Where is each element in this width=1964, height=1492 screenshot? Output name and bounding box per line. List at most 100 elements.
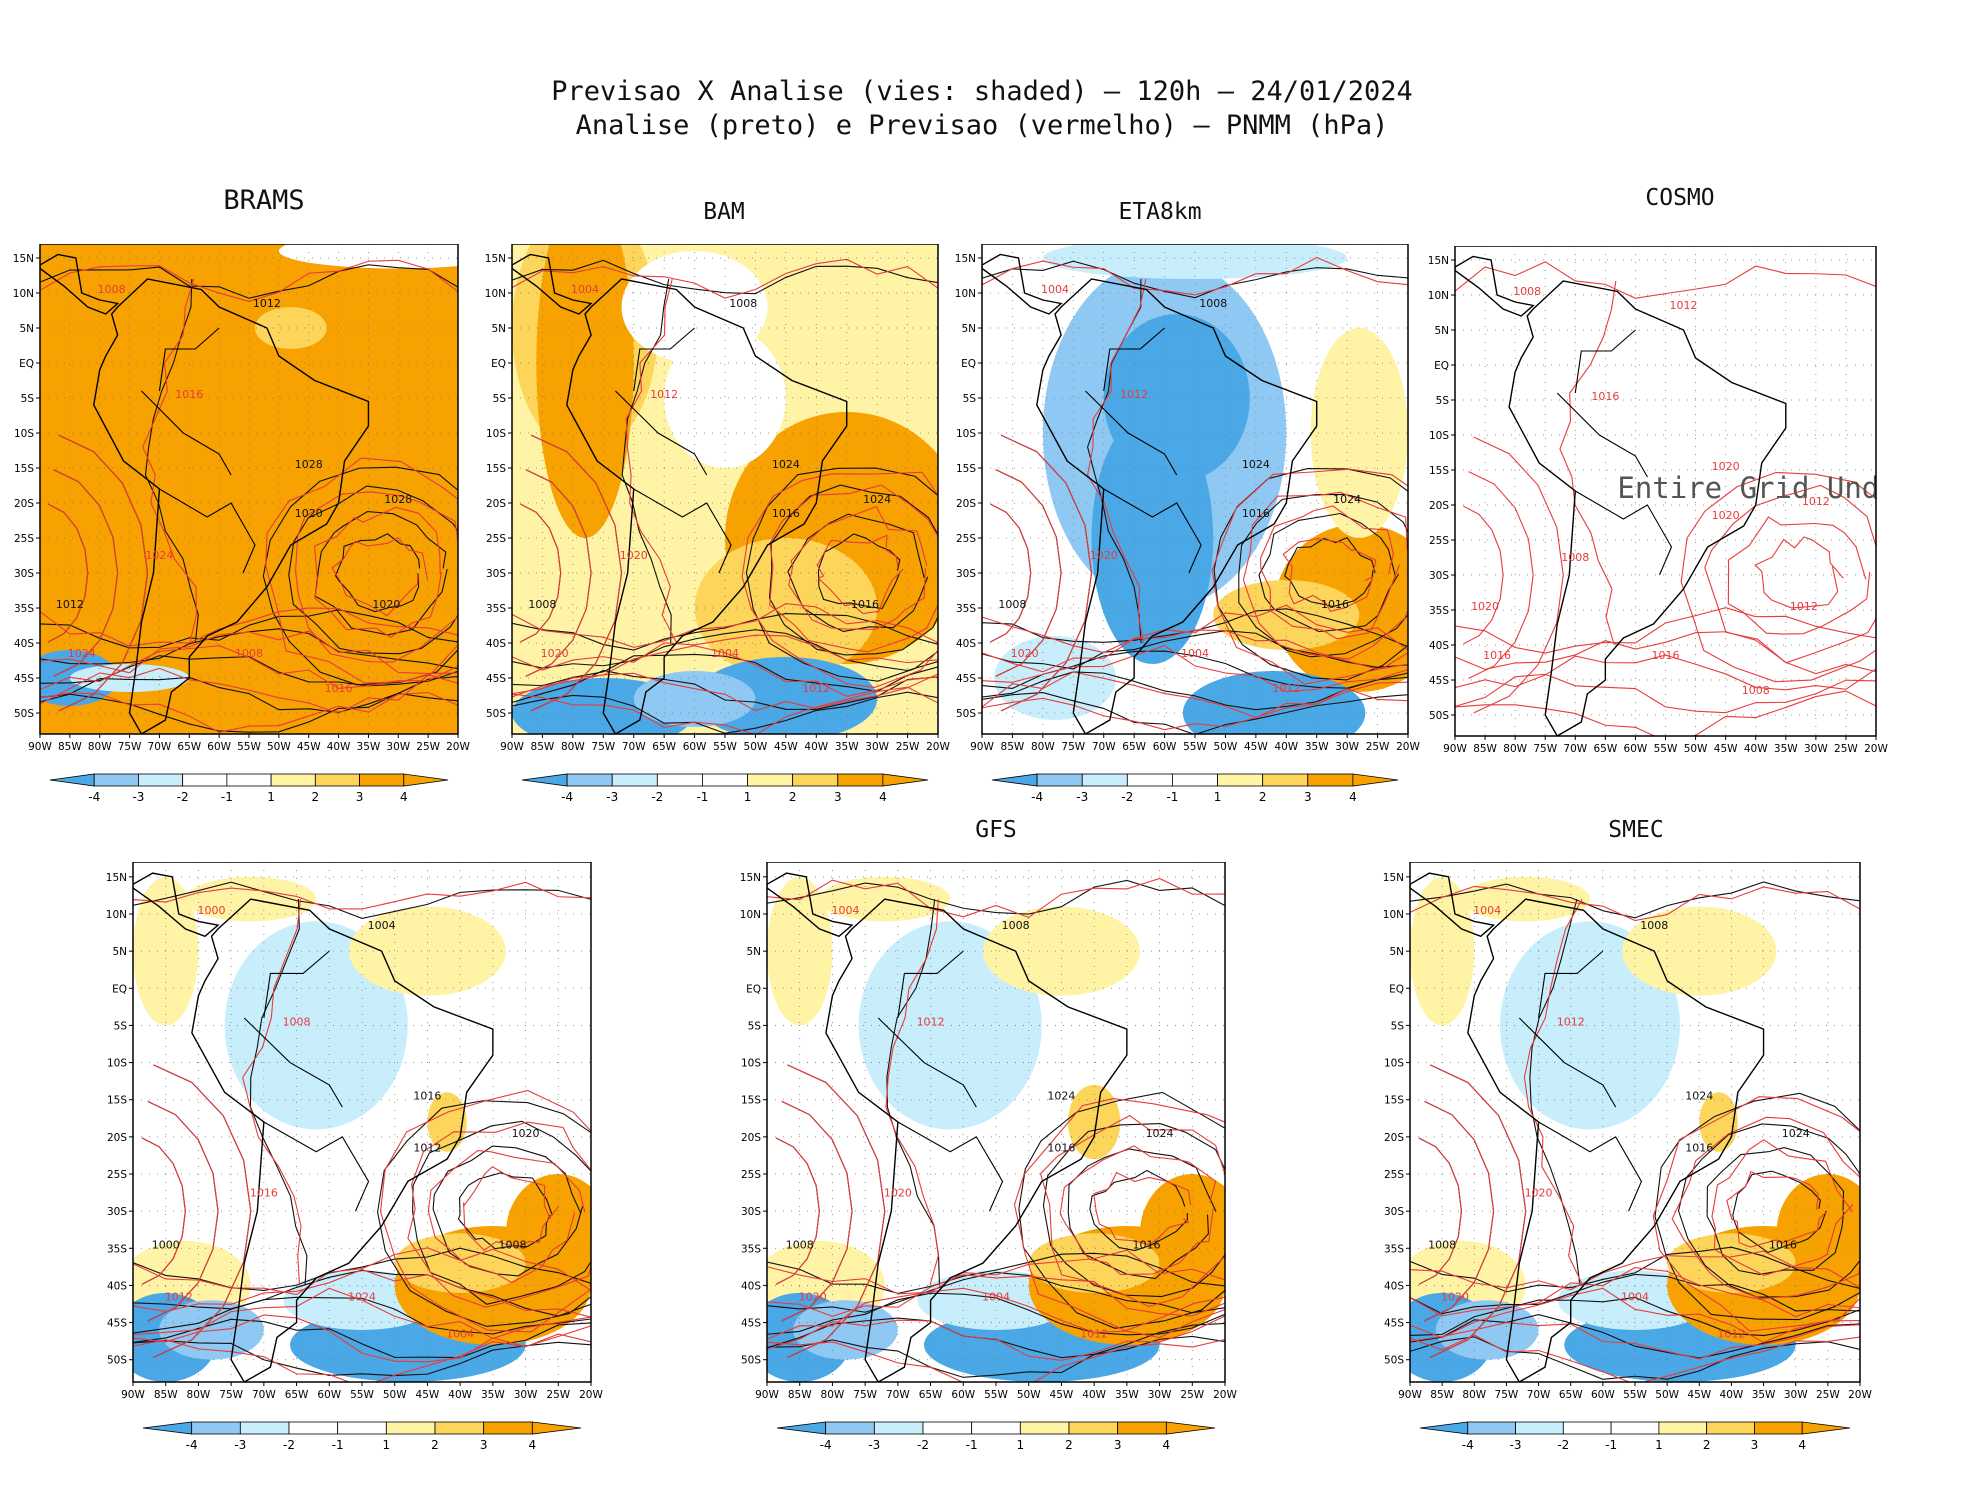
contour-label: 1024 [1047, 1090, 1075, 1103]
analysis-isobar [1529, 899, 1581, 1286]
x-tick-label: 35W [481, 1389, 505, 1401]
colorbar-swatch [521, 773, 568, 787]
y-tick-label: EQ [19, 358, 34, 370]
country-border [1103, 327, 1165, 392]
colorbar-swatch [882, 773, 929, 787]
y-tick-label: 5N [746, 946, 761, 958]
x-tick-label: 25W [896, 741, 920, 753]
country-border [1518, 1017, 1617, 1108]
x-tick-label: 85W [1430, 1389, 1454, 1401]
contour-label: 1020 [1011, 647, 1039, 660]
bias-region [664, 328, 786, 468]
y-tick-label: 25S [14, 533, 34, 545]
map-svg: 1004 1008 1012 1016 1020 1024 1004 1008 1012 1016… [955, 244, 1420, 804]
forecast-isobar [1704, 484, 1876, 664]
x-tick-label: 90W [1443, 743, 1467, 755]
colorbar-label: 2 [789, 790, 797, 804]
y-tick-label: 15N [13, 253, 34, 265]
x-tick-label: 75W [591, 741, 615, 753]
contour-label: 1012 [650, 388, 678, 401]
x-tick-label: 60W [207, 741, 231, 753]
contour-label: 1024 [772, 458, 800, 471]
country-border [1085, 390, 1178, 476]
analysis-isobar [767, 1335, 1225, 1378]
analysis-isobar [1258, 512, 1400, 633]
x-tick-label: 85W [154, 1389, 178, 1401]
analysis-isobar [133, 881, 591, 919]
x-tick-label: 65W [1559, 1389, 1583, 1401]
x-tick-label: 85W [1473, 743, 1497, 755]
contour-label: 1016 [772, 507, 800, 520]
colorbar-swatch [314, 773, 360, 787]
x-tick-label: 30W [1804, 743, 1828, 755]
contour-label: 1012 [165, 1290, 193, 1303]
colorbar-swatch [1165, 1421, 1216, 1435]
contour-label: 1016 [1242, 507, 1270, 520]
forecast-isobar [1455, 673, 1876, 714]
y-tick-label: 15S [956, 463, 976, 475]
colorbar-label: -1 [966, 1438, 978, 1452]
y-tick-label: 25S [486, 533, 506, 545]
forecast-isobar [1559, 280, 1617, 646]
forecast-isobar [1455, 654, 1876, 691]
y-tick-label: 50S [1429, 710, 1449, 722]
colorbar: -4 -3 -2 -1 1 2 3 4 [776, 1421, 1216, 1452]
x-tick-label: 35W [1752, 1389, 1776, 1401]
analysis-isobar [767, 879, 1225, 915]
forecast-isobar [331, 536, 429, 617]
analysis-isobar [512, 259, 938, 295]
colorbar-label: -1 [1166, 790, 1178, 804]
forecast-isobar [40, 691, 458, 733]
forecast-isobar [242, 899, 302, 1286]
bias-region [1622, 906, 1777, 996]
colorbar-label: 3 [1304, 790, 1312, 804]
country-border [243, 1017, 343, 1108]
forecast-isobar [1093, 1171, 1192, 1246]
colorbar-label: -3 [1076, 790, 1088, 804]
analysis-isobar [982, 630, 1408, 670]
colorbar-label: -4 [186, 1438, 198, 1452]
forecast-isobar [133, 1247, 591, 1296]
colorbar-swatch [182, 773, 228, 787]
contour-label: 1024 [1146, 1127, 1174, 1140]
forecast-isobar [982, 604, 1408, 654]
x-tick-label: 70W [148, 741, 172, 753]
x-tick-label: 20W [1864, 743, 1888, 755]
analysis-isobar [621, 278, 672, 644]
colorbar-swatch [1515, 1421, 1564, 1435]
y-tick-label: 5N [19, 323, 34, 335]
colorbar-swatch [359, 773, 405, 787]
x-tick-label: 40W [448, 1389, 472, 1401]
colorbar-label: 3 [480, 1438, 488, 1452]
x-tick-label: 30W [514, 1389, 538, 1401]
x-tick-label: 50W [1684, 743, 1708, 755]
analysis-isobar [767, 1271, 1225, 1314]
y-tick-label: 40S [14, 638, 34, 650]
colorbar-swatch [434, 1421, 485, 1435]
x-tick-label: 90W [500, 741, 524, 753]
y-tick-label: 40S [107, 1280, 127, 1292]
contour-label: 1012 [253, 297, 281, 310]
contour-label: 1012 [1670, 299, 1698, 312]
analysis-isobar [817, 533, 901, 610]
y-tick-label: 35S [1429, 605, 1449, 617]
colorbar-swatch [792, 773, 839, 787]
analysis-isobar [512, 669, 938, 710]
y-tick-label: 30S [1384, 1206, 1404, 1218]
contour-label: 1016 [1769, 1238, 1797, 1251]
forecast-isobar [767, 1338, 1225, 1382]
y-tick-label: 15S [1384, 1095, 1404, 1107]
country-border [897, 1121, 1004, 1212]
forecast-isobar [982, 671, 1408, 719]
colorbar-label: -2 [177, 790, 189, 804]
x-tick-label: 55W [1623, 1389, 1647, 1401]
map-svg: 1004 1008 1012 1016 1020 1024 1004 1008 1012 1016… [485, 244, 950, 804]
coastline-south-america [825, 898, 1128, 1382]
y-tick-label: 45S [14, 673, 34, 685]
forecast-isobar [1429, 1064, 1527, 1358]
colorbar-label: 2 [431, 1438, 439, 1452]
forecast-isobar [769, 484, 938, 653]
y-tick-label: 10N [740, 909, 761, 921]
x-tick-label: 25W [546, 1389, 570, 1401]
contour-label: 1008 [498, 1238, 526, 1251]
